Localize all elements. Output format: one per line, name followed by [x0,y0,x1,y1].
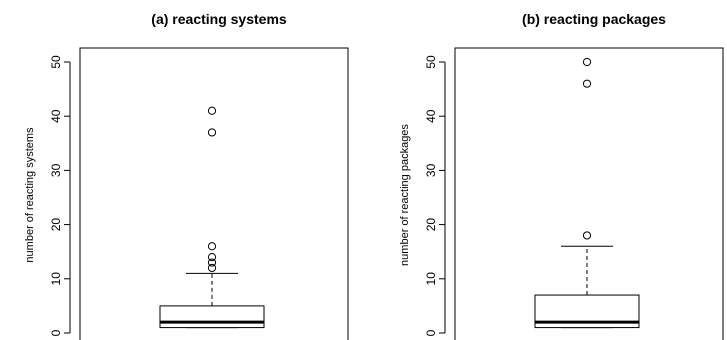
y-tick-label: 30 [49,163,63,177]
y-tick-label: 10 [49,272,63,286]
outlier-point [582,57,592,67]
y-tick-label: 50 [424,55,438,69]
outlier-point [582,79,592,88]
iqr-box [159,305,265,329]
chart-title: (b) reacting packages [522,11,666,27]
y-tick-label: 40 [424,109,438,123]
chart-title: (a) reacting systems [151,11,287,27]
panel-reacting-systems: (a) reacting systems number of reacting … [24,11,349,340]
outlier-point [207,242,217,251]
y-tick-label: 10 [424,272,438,286]
panel-reacting-packages: (b) reacting packages number of reacting… [399,11,724,340]
outlier-point [207,253,217,262]
y-axis-label: number of reacting systems [24,127,36,263]
y-tick-label: 40 [49,109,63,123]
y-axis-label: number of reacting packages [399,124,411,266]
y-tick-label: 20 [424,218,438,232]
outlier-point [207,258,217,267]
y-tick-label: 0 [49,329,63,336]
plot-frame [79,47,349,340]
outlier-point [207,128,217,137]
y-tick-label: 50 [49,55,63,69]
y-tick-label: 0 [424,329,438,336]
outlier-point [207,263,217,273]
outlier-point [207,106,217,115]
y-tick-label: 20 [49,218,63,232]
plot-frame [454,47,724,340]
outlier-point [582,231,592,240]
y-tick-label: 30 [424,163,438,177]
